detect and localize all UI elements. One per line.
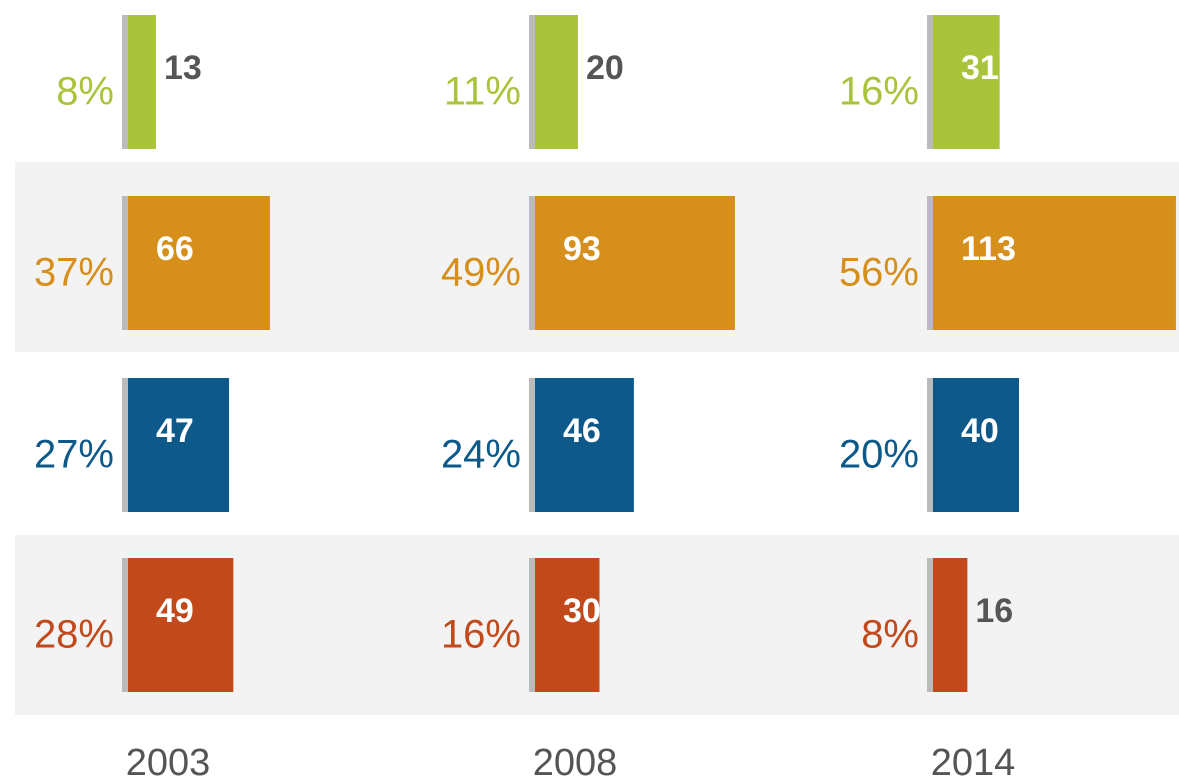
share-label: 8% (56, 70, 114, 114)
bar (128, 558, 234, 692)
bar (128, 196, 270, 330)
bar-shadow (529, 15, 535, 149)
value-label: 16 (975, 592, 1013, 630)
year-label: 2003 (126, 742, 211, 784)
bar (128, 15, 156, 149)
bar (933, 378, 1019, 512)
share-label: 20% (839, 433, 919, 477)
share-label: 24% (441, 433, 521, 477)
bar-shadow (122, 15, 128, 149)
year-label: 2008 (533, 742, 618, 784)
share-label: 16% (441, 613, 521, 657)
bar (128, 378, 230, 512)
bar-shadow (529, 378, 535, 512)
bar-shadow (122, 558, 128, 692)
value-label: 30 (563, 592, 601, 630)
bar-shadow (927, 558, 933, 692)
share-label: 49% (441, 251, 521, 295)
share-label: 8% (861, 613, 919, 657)
share-label: 37% (34, 251, 114, 295)
bar (535, 378, 634, 512)
value-label: 66 (156, 230, 194, 268)
share-label: 27% (34, 433, 114, 477)
bar (535, 558, 600, 692)
value-label: 40 (961, 412, 999, 450)
value-label: 46 (563, 412, 601, 450)
year-label: 2014 (931, 742, 1016, 784)
bar-shadow (927, 196, 933, 330)
bar-shadow (529, 558, 535, 692)
share-label: 16% (839, 70, 919, 114)
share-label: 28% (34, 613, 114, 657)
value-label: 113 (961, 230, 1016, 268)
value-label: 47 (156, 412, 194, 450)
bar (535, 196, 735, 330)
bar-shadow (122, 196, 128, 330)
share-label: 11% (444, 70, 521, 114)
value-label: 49 (156, 592, 194, 630)
bar (535, 15, 578, 149)
bar-shadow (529, 196, 535, 330)
value-label: 20 (586, 49, 624, 87)
share-label: 56% (839, 251, 919, 295)
bar (933, 196, 1176, 330)
value-label: 31 (961, 49, 999, 87)
bar (933, 558, 968, 692)
bar (933, 15, 1000, 149)
bar-shadow (927, 15, 933, 149)
bar-shadow (122, 378, 128, 512)
bar-shadow (927, 378, 933, 512)
value-label: 93 (563, 230, 601, 268)
value-label: 13 (164, 49, 202, 87)
